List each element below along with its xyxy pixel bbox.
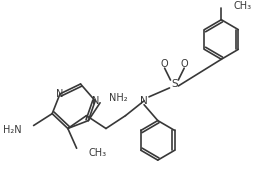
- Text: O: O: [180, 59, 188, 69]
- Text: H₂N: H₂N: [3, 126, 22, 135]
- Text: NH₂: NH₂: [109, 93, 127, 103]
- Text: N: N: [92, 96, 99, 106]
- Text: N: N: [140, 96, 148, 106]
- Text: CH₃: CH₃: [88, 148, 106, 158]
- Text: O: O: [161, 59, 169, 69]
- Text: CH₃: CH₃: [233, 1, 251, 11]
- Text: N: N: [56, 89, 64, 99]
- Text: S: S: [171, 79, 178, 89]
